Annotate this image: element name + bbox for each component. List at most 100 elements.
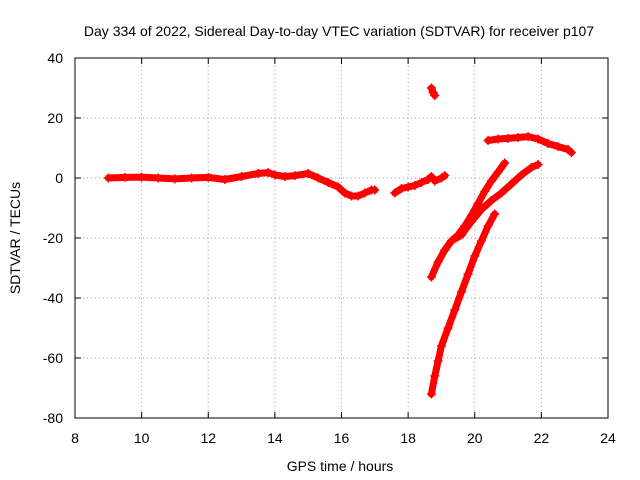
data-point: [403, 182, 413, 192]
data-point: [543, 139, 553, 148]
data-point: [500, 158, 510, 168]
data-point: [103, 173, 113, 183]
data-point: [333, 182, 343, 192]
series-track-high: [426, 83, 440, 100]
data-point: [416, 178, 426, 187]
x-tick-label: 24: [600, 430, 616, 446]
data-point: [430, 91, 440, 100]
data-point: [253, 169, 263, 178]
x-tick-label: 12: [200, 430, 216, 446]
x-axis-label: GPS time / hours: [287, 458, 394, 474]
y-tick-label: -60: [43, 350, 63, 366]
data-point: [473, 199, 483, 208]
data-point: [187, 173, 197, 183]
data-point: [360, 188, 370, 198]
data-point: [480, 187, 490, 196]
data-point: [496, 188, 506, 198]
data-point: [137, 172, 147, 182]
data-point: [533, 160, 543, 169]
x-tick-label: 8: [71, 430, 79, 446]
data-point: [493, 167, 503, 177]
series-trace: [484, 133, 575, 156]
data-point: [270, 170, 280, 180]
data-point: [526, 163, 536, 172]
data-point: [370, 185, 380, 195]
y-axis-label: SDTVAR / TECUs: [7, 182, 23, 294]
y-tick-label: 20: [47, 110, 63, 126]
chart-title: Day 334 of 2022, Sidereal Day-to-day VTE…: [84, 23, 594, 39]
data-point: [470, 251, 480, 261]
data-point: [503, 133, 513, 143]
data-point: [290, 171, 300, 181]
data-point: [523, 132, 533, 142]
data-point: [303, 169, 313, 178]
data-point: [440, 245, 450, 255]
x-tick-label: 10: [134, 430, 150, 446]
y-tick-label: -80: [43, 410, 63, 426]
data-point: [430, 176, 440, 186]
data-point: [443, 323, 453, 333]
series-trace: [447, 161, 542, 245]
y-tick-label: 40: [47, 50, 63, 66]
series-track-mid: [390, 172, 436, 198]
data-point: [513, 133, 523, 142]
data-point: [450, 305, 460, 315]
data-point: [516, 170, 526, 180]
x-tick-label: 22: [534, 430, 550, 446]
data-point: [170, 174, 180, 184]
data-point: [493, 134, 503, 144]
data-points: [103, 83, 576, 399]
y-tick-label: -40: [43, 290, 63, 306]
data-point: [463, 269, 473, 279]
y-tick-label: -20: [43, 230, 63, 246]
data-point: [490, 209, 500, 219]
x-tick-label: 14: [267, 430, 283, 446]
data-point: [390, 188, 400, 198]
axis-ticks: 8 10 12 14 16 18 20 22 24 -80 -60 -40 -20 0 20 40: [43, 50, 616, 446]
data-point: [280, 172, 290, 181]
data-point: [220, 175, 230, 184]
data-point: [566, 148, 576, 157]
data-point: [433, 356, 443, 366]
data-point: [553, 142, 563, 151]
data-point: [486, 196, 496, 205]
data-point: [456, 287, 466, 297]
series-track-upper: [483, 132, 576, 157]
data-point: [340, 188, 350, 198]
data-point: [426, 83, 436, 93]
data-point: [466, 217, 476, 226]
grid: [75, 58, 608, 418]
data-point: [446, 236, 456, 246]
x-tick-label: 18: [400, 430, 416, 446]
data-point: [533, 134, 543, 144]
data-point: [506, 179, 516, 189]
data-point: [456, 230, 466, 240]
series-track-steep: [426, 209, 500, 399]
data-point: [476, 236, 486, 246]
x-tick-label: 20: [467, 430, 483, 446]
data-point: [486, 176, 496, 186]
data-point: [426, 389, 436, 399]
data-point: [153, 173, 163, 183]
data-point: [410, 181, 420, 190]
data-point: [396, 184, 406, 193]
data-point: [313, 173, 323, 183]
data-point: [203, 172, 213, 182]
data-point: [433, 257, 443, 267]
data-point: [483, 221, 493, 231]
data-point: [430, 371, 440, 381]
y-tick-label: 0: [55, 170, 63, 186]
data-point: [440, 171, 450, 181]
series-track-main: [103, 168, 380, 201]
data-point: [476, 205, 486, 214]
data-point: [263, 168, 273, 178]
data-point: [436, 341, 446, 351]
series-track-rise-2: [446, 160, 543, 246]
x-tick-label: 16: [334, 430, 350, 446]
data-point: [353, 191, 363, 201]
data-point: [120, 172, 130, 182]
data-point: [237, 172, 247, 181]
data-point: [426, 272, 436, 282]
data-point: [483, 136, 493, 145]
